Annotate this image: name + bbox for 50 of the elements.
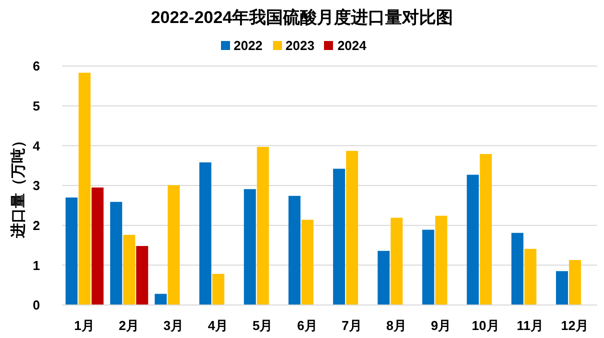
y-tick-label: 6	[32, 58, 40, 74]
x-tick-label: 1月	[74, 318, 94, 334]
legend-label: 2022	[234, 38, 263, 53]
x-tick-label: 2月	[118, 318, 139, 334]
bar	[123, 234, 136, 305]
bar	[92, 187, 104, 305]
x-tick-label: 9月	[430, 318, 452, 334]
legend-label: 2023	[286, 38, 314, 53]
bar	[212, 274, 224, 305]
bar	[524, 248, 536, 305]
x-tick-label: 8月	[386, 318, 406, 334]
bar	[556, 271, 568, 305]
bar	[390, 218, 403, 305]
bar	[256, 146, 269, 305]
bar	[199, 162, 212, 305]
y-tick-label: 2	[32, 218, 40, 233]
bar	[422, 230, 434, 305]
y-tick-label: 3	[32, 178, 40, 194]
bar	[435, 216, 448, 305]
bar	[136, 246, 148, 305]
x-tick-label: 4月	[208, 318, 228, 334]
y-tick-label: 5	[32, 98, 40, 114]
x-tick-label: 12月	[560, 318, 588, 334]
bar	[78, 72, 91, 305]
bar	[466, 174, 479, 305]
bar	[511, 232, 524, 305]
bar	[66, 197, 78, 305]
bar	[378, 250, 390, 305]
x-tick-label: 11月	[516, 318, 544, 334]
x-tick-label: 10月	[472, 318, 500, 334]
bar	[154, 294, 167, 305]
bar	[301, 220, 314, 305]
y-tick-label: 1	[32, 258, 40, 273]
y-tick-label: 4	[32, 138, 41, 154]
bar	[333, 168, 346, 305]
y-axis-title: 进口量（万吨）	[10, 133, 26, 239]
x-tick-label: 3月	[163, 318, 184, 334]
legend-label: 2024	[337, 38, 366, 53]
bar	[480, 154, 492, 305]
bar	[346, 150, 358, 305]
bar	[244, 189, 256, 305]
x-tick-label: 5月	[252, 318, 273, 334]
chart-title: 2022-2024年我国硫酸月度进口量对比图	[150, 7, 454, 29]
bar	[288, 196, 300, 305]
x-tick-label: 7月	[342, 318, 362, 334]
bar	[110, 202, 122, 305]
y-tick-label: 0	[32, 298, 40, 313]
bar	[168, 185, 180, 305]
bar	[568, 260, 581, 305]
x-tick-label: 6月	[297, 318, 318, 334]
